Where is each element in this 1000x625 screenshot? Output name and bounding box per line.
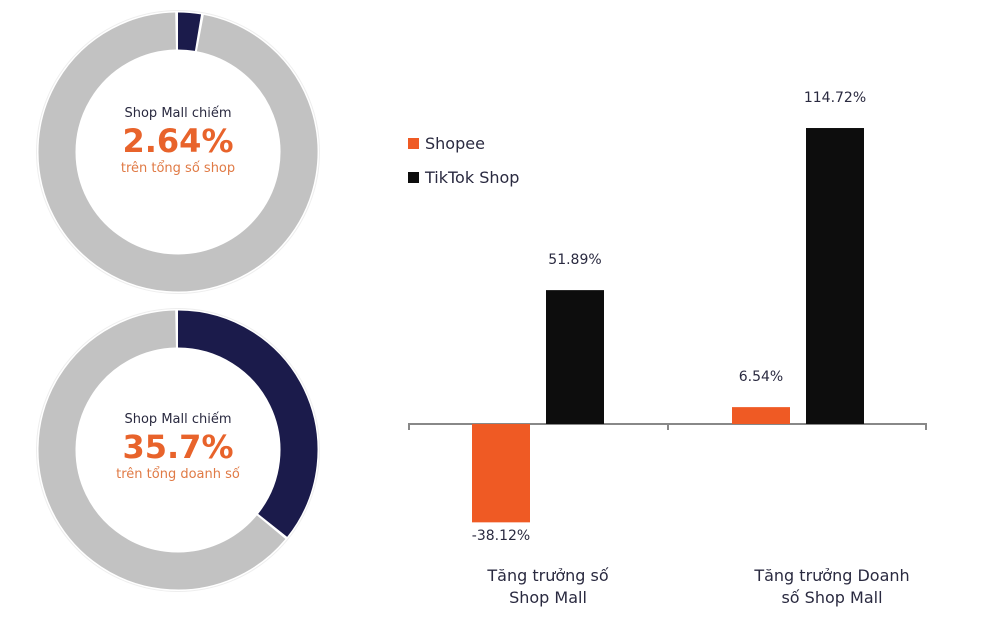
legend-label-tiktok: TikTok Shop [425,168,520,187]
value-label-tiktok-2: 114.72% [803,90,867,106]
donut-1-rest-segment [38,12,318,292]
donut-2-rest-segment [38,310,286,590]
donut-1-value: 2.64% [122,122,234,160]
bar-shopee-2 [732,407,790,424]
donut-1-sub: trên tổng số shop [120,161,236,176]
category-label-2-line-2: số Shop Mall [781,588,883,607]
donut-2-text: Shop Mall chiếm 35.7% trên tổng doanh số [78,412,278,482]
category-label-1: Tăng trưởng số Shop Mall [438,565,658,609]
legend-label-shopee: Shopee [425,134,485,153]
donut-2-outer-ring [36,308,320,592]
donut-charts [36,10,320,592]
bar-tiktok-1 [546,290,604,424]
value-label-shopee-1: -38.12% [471,528,531,544]
category-label-1-line-2: Shop Mall [509,588,587,607]
category-label-1-line-1: Tăng trưởng số [487,566,609,585]
donut-2-shop-mall-segment [177,310,318,537]
legend-tiktok: TikTok Shop [408,168,519,187]
donut-2-value: 35.7% [122,428,234,466]
legend-swatch-shopee [408,138,419,149]
donut-1-shop-mall-segment [177,12,202,51]
value-label-shopee-2: 6.54% [738,369,784,385]
donut-1-outer-ring [36,10,320,294]
legend-swatch-tiktok [408,172,419,183]
donut-2-label: Shop Mall chiếm [124,412,232,427]
category-label-2: Tăng trưởng Doanh số Shop Mall [722,565,942,609]
bar-tiktok-2 [806,128,864,424]
value-label-tiktok-1: 51.89% [548,252,602,268]
bar-shopee-1 [472,424,530,523]
donut-2-sub: trên tổng doanh số [116,467,240,482]
category-label-2-line-1: Tăng trưởng Doanh [754,566,910,585]
legend-shopee: Shopee [408,134,485,153]
donut-1-text: Shop Mall chiếm 2.64% trên tổng số shop [78,106,278,176]
donut-1-label: Shop Mall chiếm [124,106,232,121]
